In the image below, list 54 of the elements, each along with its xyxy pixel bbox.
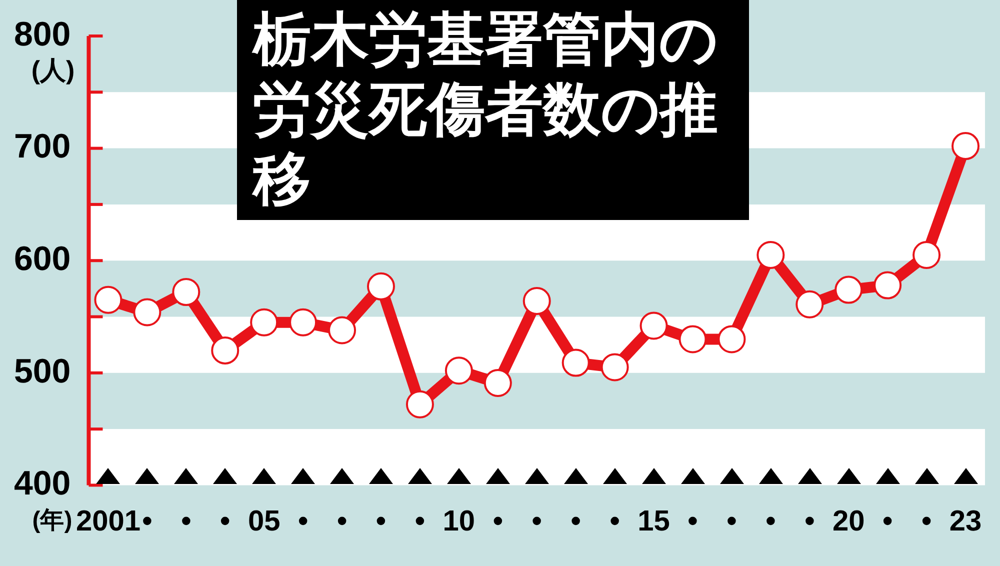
x-tick-label: •: [142, 506, 152, 538]
point: [484, 369, 512, 398]
x-tick-label: •: [688, 506, 698, 538]
y-tick-label: 400: [14, 464, 71, 503]
point: [94, 286, 122, 314]
point: [834, 276, 863, 304]
y-axis-title: (人): [31, 55, 75, 86]
x-tick-label: 05: [248, 506, 280, 538]
y-tick-label: 500: [14, 352, 71, 390]
y-tick-label: 600: [14, 240, 71, 278]
x-tick-label: •: [921, 506, 932, 538]
point: [133, 298, 162, 326]
x-tick-label: •: [766, 506, 776, 538]
point: [912, 240, 941, 269]
point: [328, 316, 356, 344]
text: 栃木労基署管内の労災死傷者数の推移: [237, 0, 749, 220]
x-tick-label: 23: [949, 506, 982, 538]
point: [952, 132, 980, 160]
x-tick-label: •: [882, 506, 893, 538]
point: [756, 240, 785, 269]
point: [874, 271, 902, 300]
x-tick-label: •: [181, 506, 192, 538]
y-tick-label: 800: [14, 15, 71, 54]
point: [172, 278, 200, 306]
x-tick-label: •: [610, 506, 620, 538]
y-tick-label: 700: [14, 128, 71, 166]
x-axis-title: (年): [32, 506, 72, 534]
point: [522, 287, 551, 316]
x-tick-label: •: [220, 506, 230, 538]
x-tick-label: •: [532, 506, 542, 538]
point: [289, 308, 318, 336]
point: [600, 353, 629, 382]
point: [678, 325, 707, 354]
x-tick-label: •: [298, 506, 308, 538]
x-tick-label: •: [726, 506, 737, 538]
point: [718, 325, 746, 354]
point: [796, 290, 824, 318]
x-tick-label: •: [804, 506, 815, 538]
x-tick-label: •: [492, 506, 503, 538]
x-tick-label: 10: [442, 506, 476, 538]
point: [562, 348, 590, 377]
x-tick-label: 20: [832, 506, 865, 538]
point: [250, 308, 278, 336]
x-tick-label: 15: [638, 506, 670, 538]
point: [406, 390, 434, 418]
x-tick-label: •: [570, 506, 581, 538]
point: [211, 336, 240, 364]
point: [640, 312, 668, 340]
x-tick-label: •: [376, 506, 386, 538]
x-tick-label: •: [336, 506, 348, 538]
x-tick-label: 2001: [76, 506, 140, 538]
point: [444, 356, 473, 385]
x-tick-label: •: [414, 506, 426, 538]
point: [366, 272, 395, 300]
